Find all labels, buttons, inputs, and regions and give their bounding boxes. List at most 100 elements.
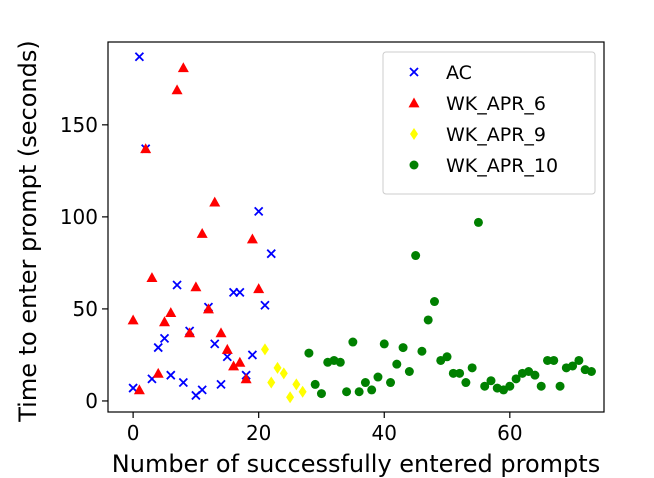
data-point [266, 249, 276, 259]
data-point [286, 391, 295, 404]
data-point [379, 339, 389, 349]
data-point [367, 385, 377, 395]
data-point [404, 367, 414, 377]
data-point [555, 381, 565, 391]
data-point [246, 233, 258, 244]
data-point [146, 272, 158, 283]
data-point [253, 283, 265, 294]
x-tick-label: 40 [372, 421, 397, 445]
x-tick-label: 0 [127, 421, 140, 445]
data-point [184, 327, 196, 338]
data-point [128, 383, 138, 393]
data-point [398, 343, 408, 353]
data-point [373, 372, 383, 382]
legend-label: WK_APR_6 [446, 93, 546, 115]
data-point [222, 352, 232, 362]
data-point [159, 316, 171, 327]
legend-marker [410, 128, 418, 140]
data-point [190, 281, 202, 292]
data-point [196, 227, 208, 238]
data-point [304, 348, 314, 358]
data-point [140, 143, 152, 154]
data-point [234, 356, 246, 367]
data-point [172, 280, 182, 290]
data-point [511, 374, 521, 384]
data-point [455, 368, 465, 378]
data-point [417, 346, 427, 356]
data-point [423, 315, 433, 325]
data-point [202, 303, 214, 314]
plot-frame [107, 41, 605, 413]
data-point [127, 314, 139, 325]
data-point [586, 367, 596, 377]
data-point [166, 370, 176, 380]
y-axis-ticks: 0 50 100 150 [60, 113, 108, 413]
series-ac [128, 52, 276, 401]
data-point [360, 378, 370, 388]
data-point [486, 376, 496, 386]
series-wk-apr-9 [260, 343, 307, 404]
data-point [536, 381, 546, 391]
data-point [171, 84, 183, 95]
data-point [411, 251, 421, 261]
data-point [210, 339, 220, 349]
data-point [348, 337, 358, 347]
x-tick-label: 20 [246, 421, 271, 445]
y-tick-label: 150 [60, 113, 98, 137]
data-point [342, 387, 352, 397]
legend: AC WK_APR_6 WK_APR_9 WK_APR_10 [382, 51, 596, 195]
legend-box [382, 51, 596, 195]
data-point [209, 196, 221, 207]
data-point [178, 377, 188, 388]
data-point [153, 342, 163, 353]
data-point [177, 62, 189, 73]
series-wk-apr-10 [304, 217, 596, 399]
data-point [152, 367, 164, 378]
legend-label: WK_APR_9 [446, 124, 546, 146]
data-point [392, 359, 402, 369]
data-point [461, 378, 471, 388]
y-tick-label: 100 [60, 205, 98, 229]
data-point [228, 360, 240, 371]
data-point [335, 357, 345, 367]
data-point [216, 379, 226, 390]
data-point [448, 368, 458, 378]
data-point [221, 343, 233, 354]
data-point [467, 363, 477, 373]
data-point [279, 367, 288, 380]
data-point [165, 307, 177, 317]
data-point [247, 350, 258, 360]
data-marks [127, 52, 596, 404]
data-point [134, 52, 145, 62]
data-point [159, 333, 170, 344]
data-point [292, 378, 301, 391]
x-tick-label: 60 [497, 421, 522, 445]
legend-marker [408, 97, 420, 108]
y-tick-label: 0 [85, 389, 98, 413]
data-point [197, 385, 207, 395]
data-point [505, 381, 515, 391]
data-point [442, 352, 452, 362]
series-wk-apr-6 [127, 62, 265, 395]
data-point [215, 327, 227, 338]
legend-item: AC [409, 62, 472, 84]
data-point [316, 389, 326, 399]
data-point [354, 387, 364, 397]
data-point [473, 217, 483, 227]
data-point [254, 206, 264, 216]
data-point [273, 361, 282, 374]
legend-item: WK_APR_10 [409, 155, 558, 177]
data-point [260, 300, 270, 310]
data-point [429, 297, 439, 307]
data-point [240, 373, 252, 384]
data-point [386, 378, 396, 388]
data-point [267, 376, 276, 389]
data-point [480, 381, 490, 391]
data-point [568, 361, 578, 371]
data-point [133, 384, 145, 395]
data-point [530, 370, 540, 380]
y-axis-label: Time to enter prompt (seconds) [14, 40, 42, 422]
data-point [574, 355, 584, 365]
data-point [549, 355, 559, 365]
